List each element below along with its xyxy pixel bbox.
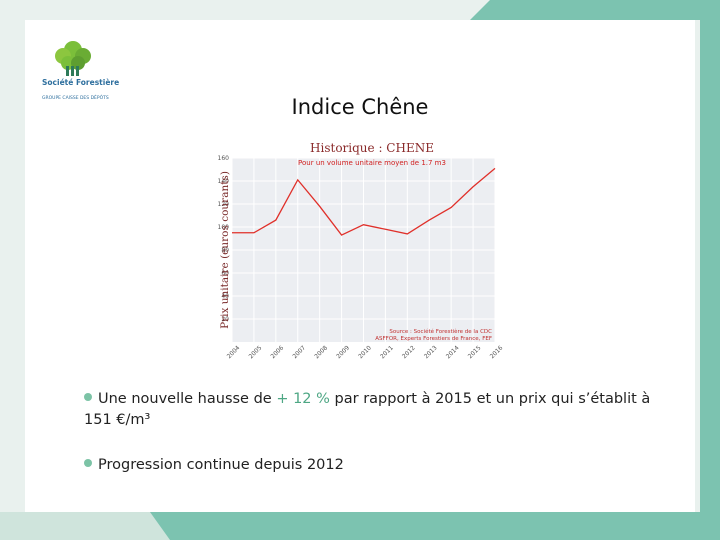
bullet: Une nouvelle hausse de + 12 % par rappor… xyxy=(84,389,664,431)
y-tick-label: 40 xyxy=(221,293,229,300)
bullet-text: par rapport à 2015 et un prix qui s’étab… xyxy=(84,391,651,428)
bullet: Progression continue depuis 2012 xyxy=(84,455,664,476)
bullet-highlight: + 12 % xyxy=(276,391,330,407)
y-tick-label: 140 xyxy=(218,178,230,185)
bullet-text: Une nouvelle hausse de xyxy=(98,391,277,407)
chart-subtitle: Pour un volume unitaire moyen de 1.7 m3 xyxy=(298,159,446,167)
y-tick-label: 100 xyxy=(218,224,230,231)
chart-title: Historique : CHENE xyxy=(310,141,434,155)
chart-source: ASFFOR, Experts Forestiers de France, FE… xyxy=(375,336,492,342)
y-axis-label: Prix unitaire (euros courants) xyxy=(219,171,231,329)
logo: Société Forestière GROUPE CAISSE DES DÉP… xyxy=(42,41,119,101)
y-tick-label: 120 xyxy=(218,201,230,208)
y-tick-label: 60 xyxy=(221,270,229,277)
y-tick-label: 160 xyxy=(218,155,230,162)
y-tick-label: 80 xyxy=(221,247,229,254)
bullet-text: Progression continue depuis 2012 xyxy=(98,457,344,473)
logo-name: Société Forestière xyxy=(42,78,119,87)
logo-group: GROUPE CAISSE DES DÉPÔTS xyxy=(42,93,109,101)
slide-title: Indice Chêne xyxy=(291,95,429,119)
y-tick-label: 20 xyxy=(221,316,229,323)
chart-source: Source : Société Forestière de la CDC xyxy=(389,328,492,335)
line xyxy=(232,167,496,236)
